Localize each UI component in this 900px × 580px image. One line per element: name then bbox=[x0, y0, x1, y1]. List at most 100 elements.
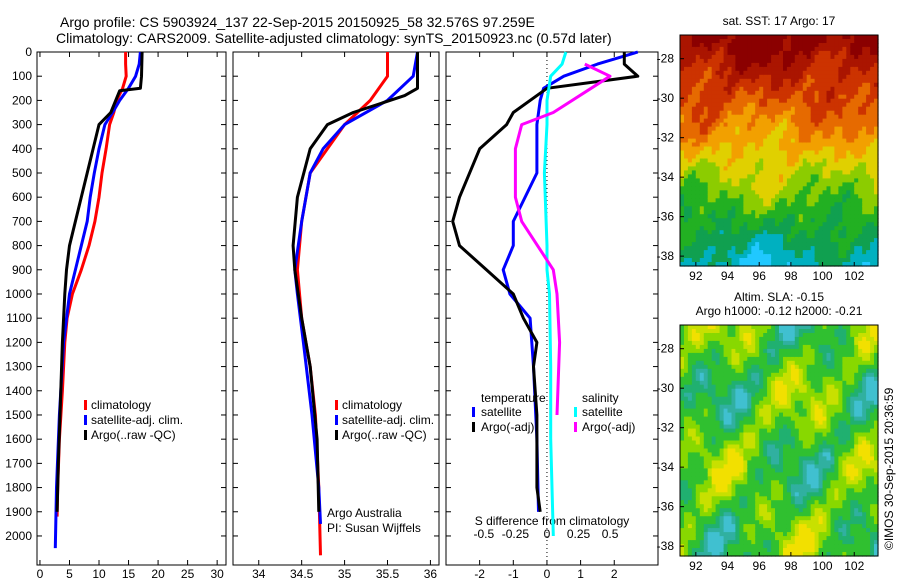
map-cell bbox=[759, 424, 764, 430]
map-cell bbox=[759, 214, 764, 219]
map-cell bbox=[767, 246, 772, 251]
map-cell bbox=[731, 202, 737, 207]
map-cell bbox=[707, 380, 713, 386]
map-cell bbox=[826, 35, 832, 40]
map-cell bbox=[838, 50, 843, 56]
map-cell bbox=[771, 146, 776, 152]
map-cell bbox=[790, 66, 796, 72]
map-cell bbox=[794, 186, 800, 191]
map-cell bbox=[783, 130, 788, 136]
map-cell bbox=[739, 452, 744, 457]
map-cell bbox=[830, 194, 836, 199]
map-cell bbox=[850, 62, 855, 68]
map-cell bbox=[775, 344, 780, 350]
map-cell bbox=[719, 516, 725, 521]
map-cell bbox=[727, 325, 733, 330]
map-cell bbox=[783, 106, 788, 112]
map-cell bbox=[759, 46, 764, 52]
map-cell bbox=[798, 154, 804, 160]
map-cell bbox=[783, 329, 788, 334]
map-cell bbox=[790, 134, 796, 140]
map-cell bbox=[731, 376, 737, 382]
map-cell bbox=[747, 384, 752, 390]
map-cell bbox=[715, 364, 721, 370]
map-cell bbox=[775, 552, 780, 557]
map-cell bbox=[727, 54, 733, 60]
map-cell bbox=[771, 504, 776, 509]
map-cell bbox=[743, 496, 748, 501]
map-cell bbox=[842, 43, 847, 48]
map-cell bbox=[798, 102, 804, 108]
map-cell bbox=[727, 408, 733, 414]
map-cell bbox=[680, 376, 685, 382]
map-cell bbox=[775, 162, 780, 167]
map-cell bbox=[731, 520, 737, 525]
map-cell bbox=[779, 364, 784, 370]
map-cell bbox=[747, 500, 752, 505]
map-cell bbox=[755, 78, 760, 84]
map-cell bbox=[783, 234, 788, 239]
map-cell bbox=[707, 552, 713, 557]
y-tick-label: 1400 bbox=[5, 384, 32, 398]
map-cell bbox=[763, 46, 768, 52]
map-cell bbox=[731, 206, 737, 211]
map-cell bbox=[695, 90, 701, 96]
map-cell bbox=[763, 540, 768, 545]
map-cell bbox=[743, 250, 748, 255]
map-cell bbox=[727, 214, 733, 219]
map-cell bbox=[763, 110, 768, 116]
map-cell bbox=[739, 254, 744, 259]
map-cell bbox=[699, 94, 705, 100]
map-cell bbox=[755, 174, 760, 179]
map-cell bbox=[783, 222, 788, 227]
map-cell bbox=[707, 222, 713, 227]
map-cell bbox=[755, 552, 760, 557]
map-cell bbox=[842, 214, 847, 219]
map-cell bbox=[747, 344, 752, 350]
map-cell bbox=[759, 336, 764, 342]
map-cell bbox=[818, 130, 824, 136]
map-cell bbox=[767, 222, 772, 227]
map-cell bbox=[834, 66, 839, 72]
map-cell bbox=[826, 230, 832, 235]
map-cell bbox=[680, 468, 685, 473]
map-cell bbox=[695, 242, 701, 247]
map-cell bbox=[786, 222, 792, 227]
map-cell bbox=[680, 230, 685, 235]
map-cell bbox=[735, 142, 740, 148]
map-cell bbox=[767, 336, 772, 342]
map-cell bbox=[731, 66, 737, 72]
map-cell bbox=[739, 548, 744, 553]
map-cell bbox=[858, 198, 863, 203]
map-cell bbox=[834, 242, 839, 247]
map-cell bbox=[783, 325, 788, 330]
map-cell bbox=[707, 325, 713, 330]
map-cell bbox=[723, 122, 729, 128]
map-cell bbox=[786, 226, 792, 231]
map-cell bbox=[684, 464, 689, 469]
map-cell bbox=[707, 258, 713, 263]
map-cell bbox=[802, 218, 808, 223]
map-cell bbox=[775, 122, 780, 128]
map-cell bbox=[739, 504, 744, 509]
map-cell bbox=[687, 194, 693, 199]
map-cell bbox=[727, 122, 733, 128]
map-cell bbox=[783, 186, 788, 191]
map-cell bbox=[711, 54, 717, 60]
map-cell bbox=[680, 238, 685, 243]
map-cell bbox=[818, 214, 824, 219]
map-cell bbox=[711, 440, 717, 446]
map-cell bbox=[838, 190, 843, 195]
map-cell bbox=[684, 114, 689, 120]
map-cell bbox=[814, 210, 820, 215]
map-cell bbox=[870, 254, 875, 259]
map-cell bbox=[691, 336, 697, 342]
legend-label: satellite-adj. clim. bbox=[91, 413, 183, 427]
y-tick-label: 800 bbox=[12, 239, 32, 253]
map-cell bbox=[798, 492, 804, 497]
map-cell bbox=[684, 126, 689, 132]
map-cell bbox=[771, 508, 776, 513]
map-cell bbox=[783, 170, 788, 175]
map-cell bbox=[735, 154, 740, 160]
map-cell bbox=[767, 508, 772, 513]
